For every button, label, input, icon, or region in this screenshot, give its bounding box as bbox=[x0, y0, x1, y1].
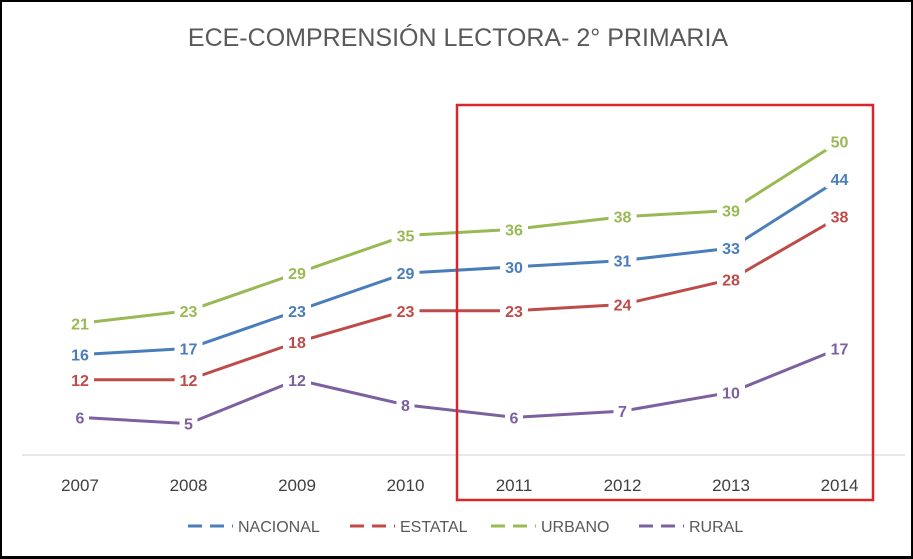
data-label-background bbox=[283, 299, 311, 320]
x-axis-ticks: 2007 2008 2009 2010 2011 2012 2013 2014 bbox=[61, 476, 858, 495]
data-label-urbano: 36 bbox=[505, 222, 523, 239]
data-label-estatal: 38 bbox=[831, 210, 849, 227]
data-label-nacional: 33 bbox=[722, 241, 740, 258]
data-label-background bbox=[825, 205, 854, 226]
data-label-nacional: 23 bbox=[288, 304, 306, 321]
x-tick-label: 2013 bbox=[712, 476, 750, 495]
data-label-estatal: 23 bbox=[505, 304, 523, 321]
data-label-background bbox=[66, 368, 94, 389]
data-label-background bbox=[500, 218, 528, 239]
chart-title: ECE-COMPRENSIÓN LECTORA- 2° PRIMARIA bbox=[188, 23, 728, 52]
data-label-nacional: 30 bbox=[505, 260, 523, 277]
data-label-background bbox=[505, 406, 523, 427]
data-label-nacional: 44 bbox=[831, 172, 849, 189]
data-label-estatal: 28 bbox=[722, 272, 740, 289]
data-label-urbano: 50 bbox=[831, 135, 849, 152]
data-label-background bbox=[283, 262, 311, 283]
data-label-background bbox=[500, 299, 528, 320]
x-tick-label: 2008 bbox=[170, 476, 208, 495]
data-label-background bbox=[825, 337, 854, 358]
data-label-background bbox=[391, 299, 420, 320]
series-line-rural bbox=[78, 346, 841, 426]
series-line-nacional bbox=[78, 177, 841, 357]
data-label-background bbox=[179, 412, 198, 433]
data-label-urbano: 35 bbox=[397, 229, 415, 246]
legend-label-estatal: ESTATAL bbox=[400, 519, 468, 536]
data-label-estatal: 12 bbox=[180, 373, 198, 390]
data-label-urbano: 39 bbox=[722, 203, 740, 220]
data-label-background bbox=[717, 268, 745, 289]
data-label-background bbox=[391, 262, 420, 283]
data-labels: 16 17 23 29 30 31 33 44 12 12 18 23 23 24 28 38 21 23 29 35… bbox=[66, 130, 854, 434]
x-tick-label: 2014 bbox=[821, 476, 859, 495]
highlight-rectangle bbox=[455, 103, 875, 502]
data-label-rural: 6 bbox=[76, 410, 85, 427]
data-label-nacional: 31 bbox=[614, 254, 632, 271]
data-label-background bbox=[396, 393, 415, 414]
data-label-background bbox=[613, 400, 632, 421]
data-label-nacional: 29 bbox=[397, 266, 415, 283]
data-label-background bbox=[174, 299, 203, 320]
legend-label-nacional: NACIONAL bbox=[238, 519, 320, 536]
data-label-background bbox=[66, 312, 94, 333]
data-label-estatal: 18 bbox=[288, 335, 306, 352]
data-label-background bbox=[71, 406, 89, 427]
series-lines bbox=[78, 140, 841, 426]
data-label-background bbox=[283, 331, 311, 352]
x-tick-label: 2009 bbox=[278, 476, 316, 495]
legend: NACIONAL ESTATAL URBANO RURAL bbox=[188, 519, 743, 536]
data-label-background bbox=[608, 293, 637, 314]
data-label-nacional: 16 bbox=[71, 348, 89, 365]
data-label-rural: 8 bbox=[401, 398, 410, 415]
data-label-background bbox=[174, 337, 203, 358]
data-label-estatal: 23 bbox=[397, 304, 415, 321]
data-label-background bbox=[825, 168, 854, 189]
series-line-estatal bbox=[78, 215, 841, 382]
x-tick-label: 2012 bbox=[604, 476, 642, 495]
data-label-background bbox=[717, 237, 745, 258]
x-tick-label: 2010 bbox=[387, 476, 425, 495]
data-label-background bbox=[174, 368, 203, 389]
data-label-background bbox=[66, 343, 94, 364]
data-label-background bbox=[825, 130, 854, 151]
data-label-background bbox=[500, 255, 528, 276]
x-tick-label: 2011 bbox=[496, 476, 533, 495]
data-label-urbano: 23 bbox=[180, 304, 198, 321]
data-label-background bbox=[283, 368, 311, 389]
data-label-estatal: 24 bbox=[614, 298, 632, 315]
x-tick-label: 2007 bbox=[61, 476, 99, 495]
series-line-urbano bbox=[78, 140, 841, 325]
data-label-background bbox=[717, 381, 745, 402]
data-label-background bbox=[717, 199, 745, 220]
data-label-rural: 10 bbox=[722, 385, 740, 402]
data-label-rural: 5 bbox=[184, 417, 193, 434]
data-label-urbano: 21 bbox=[71, 316, 89, 333]
data-label-urbano: 29 bbox=[288, 266, 306, 283]
data-label-rural: 7 bbox=[618, 404, 627, 421]
data-label-nacional: 17 bbox=[180, 341, 198, 358]
legend-label-rural: RURAL bbox=[689, 519, 743, 536]
legend-label-urbano: URBANO bbox=[541, 519, 609, 536]
data-label-rural: 12 bbox=[288, 373, 306, 390]
data-label-rural: 17 bbox=[831, 341, 849, 358]
data-label-rural: 6 bbox=[510, 410, 519, 427]
data-label-background bbox=[608, 249, 637, 270]
data-label-estatal: 12 bbox=[71, 373, 89, 390]
data-label-urbano: 38 bbox=[614, 210, 632, 227]
data-label-background bbox=[608, 205, 637, 226]
data-label-background bbox=[391, 224, 420, 245]
